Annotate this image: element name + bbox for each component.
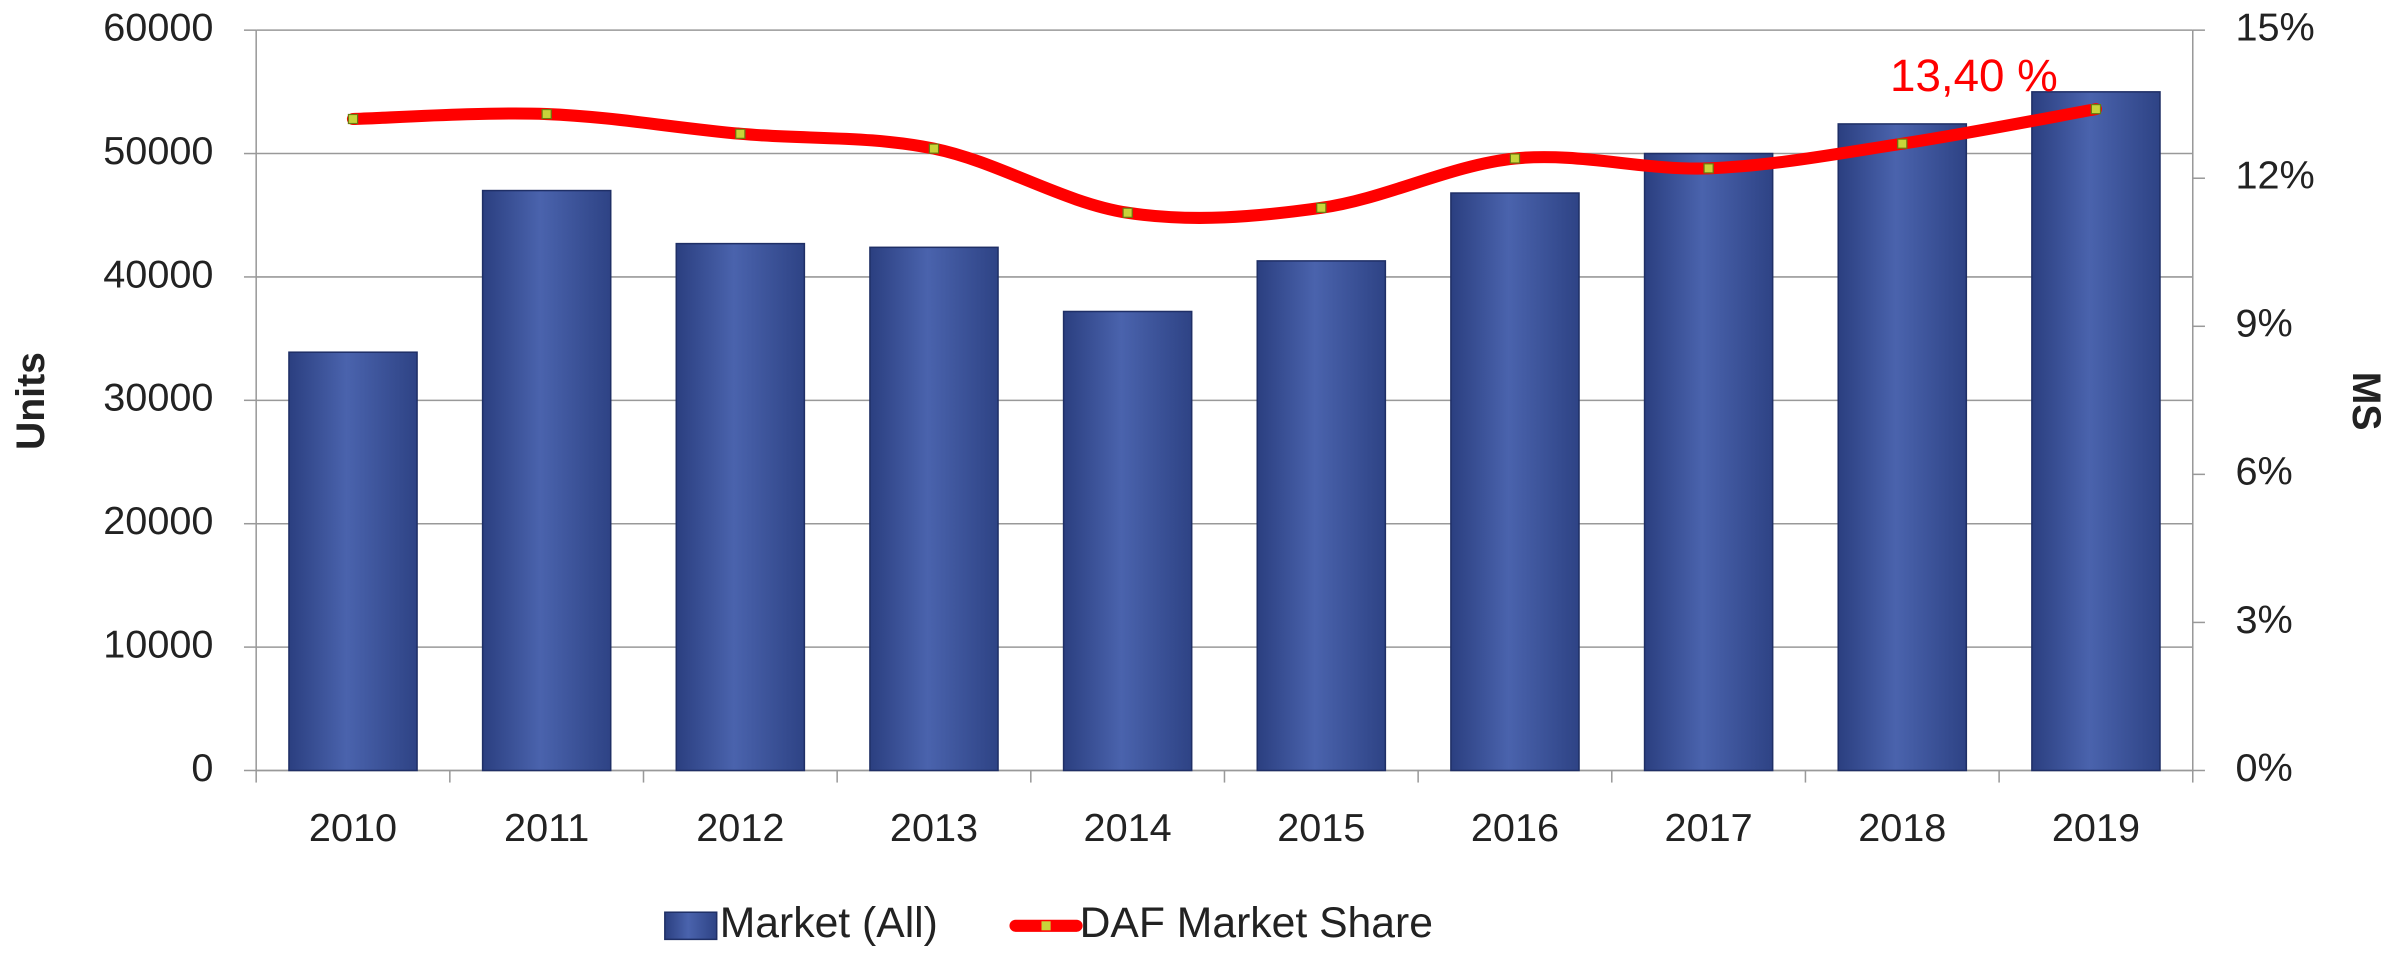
x-tick-label: 2019 <box>2052 806 2140 850</box>
x-tick-label: 2011 <box>504 806 589 850</box>
line-marker <box>1316 202 1327 213</box>
y2-axis-label: MS <box>2344 372 2388 431</box>
x-tick-label: 2017 <box>1665 806 1753 850</box>
x-tick-label: 2016 <box>1471 806 1559 850</box>
line-marker <box>2090 103 2102 115</box>
x-tick-label: 2015 <box>1277 806 1365 850</box>
legend-label: DAF Market Share <box>1080 899 1433 946</box>
y-tick-label: 30000 <box>103 376 213 420</box>
legend-marker <box>1041 921 1051 931</box>
bar <box>675 242 806 772</box>
y2-tick-label: 3% <box>2235 598 2292 642</box>
y2-tick-label: 15% <box>2235 6 2314 50</box>
x-tick-label: 2012 <box>696 806 784 850</box>
y-tick-label: 60000 <box>103 6 213 50</box>
y-tick-label: 0 <box>191 746 213 790</box>
bar <box>1450 192 1580 772</box>
y-tick-label: 50000 <box>103 129 213 173</box>
bar <box>869 246 999 772</box>
y-tick-label: 20000 <box>103 499 213 543</box>
y2-tick-label: 0% <box>2235 746 2292 790</box>
y-tick-label: 40000 <box>103 252 213 296</box>
x-tick-label: 2013 <box>890 806 978 850</box>
line-marker <box>735 128 746 139</box>
line-marker <box>928 143 940 154</box>
y2-tick-label: 6% <box>2235 450 2292 494</box>
line-marker <box>347 113 359 125</box>
bar <box>2031 91 2161 772</box>
y-tick-label: 10000 <box>103 623 213 667</box>
legend-swatch <box>664 911 718 941</box>
y-axis-label: Units <box>9 352 53 450</box>
bar <box>288 351 418 772</box>
line <box>346 103 2103 224</box>
bar <box>1256 260 1387 772</box>
y2-tick-label: 9% <box>2235 302 2292 346</box>
legend-label: Market (All) <box>720 899 938 946</box>
x-tick-label: 2014 <box>1084 806 1172 850</box>
x-tick-label: 2018 <box>1858 806 1946 850</box>
line-marker <box>541 108 552 120</box>
bar <box>481 189 612 772</box>
line-marker <box>1509 153 1521 164</box>
line-marker <box>1122 207 1133 218</box>
line-marker <box>1703 163 1714 174</box>
bar <box>1643 152 1774 772</box>
y2-tick-label: 12% <box>2235 154 2314 198</box>
x-tick-label: 2010 <box>309 806 397 850</box>
bar <box>1837 123 1968 772</box>
line-marker <box>1897 138 1908 149</box>
data-label: 13,40 % <box>1890 50 2058 101</box>
bar <box>1062 310 1193 772</box>
